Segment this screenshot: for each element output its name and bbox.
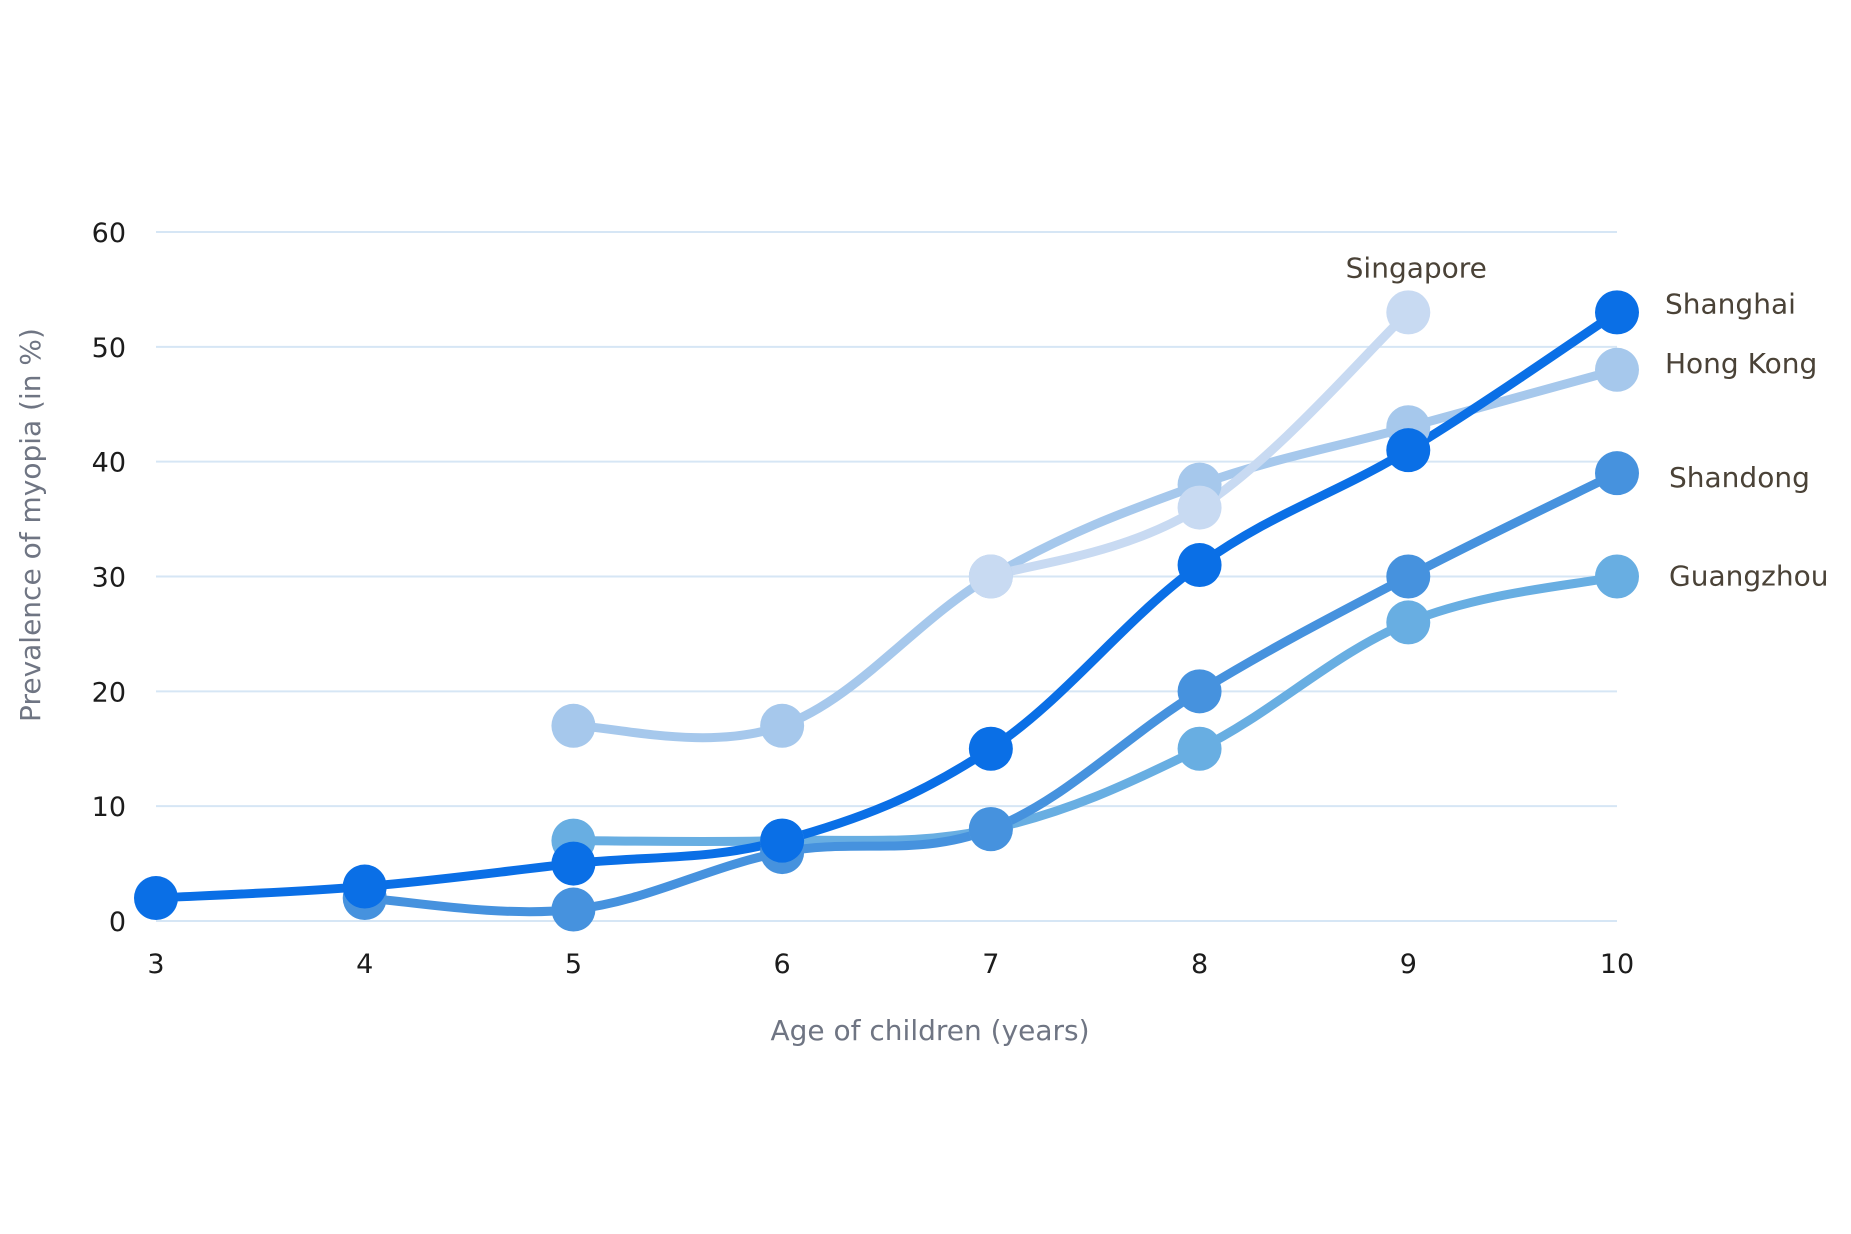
data-point-shandong [1595, 451, 1639, 496]
series-label-singapore: Singapore [1346, 251, 1487, 284]
data-point-hong-kong [551, 703, 596, 748]
y-tick-label: 40 [92, 448, 126, 479]
series-label-hong-kong: Hong Kong [1665, 347, 1817, 380]
y-axis-title: Prevalence of myopia (in %) [14, 328, 47, 722]
data-point-singapore [968, 554, 1013, 599]
x-axis-title: Age of children (years) [770, 1014, 1089, 1047]
data-point-shanghai [1386, 428, 1431, 473]
data-point-hong-kong [760, 703, 805, 748]
series-label-shanghai: Shanghai [1665, 287, 1796, 320]
y-tick-label: 30 [92, 563, 126, 594]
y-tick-label: 50 [92, 333, 126, 364]
x-tick-label: 9 [1400, 949, 1417, 980]
x-tick-label: 7 [982, 949, 999, 980]
series-line-guangzhou [568, 572, 1622, 847]
data-point-shanghai [134, 876, 178, 921]
x-tick-label: 6 [774, 949, 791, 980]
data-point-shanghai [968, 726, 1013, 771]
data-point-guangzhou [1386, 600, 1431, 645]
x-tick-label: 10 [1600, 949, 1634, 980]
data-point-shandong [1386, 554, 1431, 599]
series-line-shanghai [151, 307, 1622, 903]
data-point-shanghai [342, 864, 387, 909]
data-point-shandong [551, 887, 596, 932]
series-points [134, 290, 1639, 932]
data-point-singapore [1386, 290, 1431, 335]
data-point-shanghai [1177, 543, 1222, 588]
data-point-shanghai [1595, 290, 1639, 335]
x-axis-ticks: 3 4 5 6 7 8 9 10 [147, 949, 1634, 980]
y-axis-ticks: 0 10 20 30 40 50 60 [92, 218, 126, 938]
data-point-hong-kong [1595, 347, 1639, 392]
series-label-shandong: Shandong [1669, 461, 1810, 494]
x-tick-label: 4 [356, 949, 373, 980]
data-point-shanghai [551, 841, 596, 886]
series-labels: Hong Kong Singapore Guangzhou Shandong Shang… [1346, 251, 1829, 592]
data-point-guangzhou [1177, 726, 1222, 771]
y-tick-label: 10 [92, 792, 126, 823]
series-label-guangzhou: Guangzhou [1669, 560, 1828, 593]
x-tick-label: 3 [147, 949, 164, 980]
data-point-shandong [1177, 669, 1222, 714]
y-tick-label: 20 [92, 677, 126, 708]
grid-lines [156, 231, 1617, 922]
y-tick-label: 0 [109, 907, 126, 938]
data-point-singapore [1177, 485, 1222, 530]
data-point-shandong [968, 807, 1013, 852]
data-point-shanghai [760, 818, 805, 863]
data-point-guangzhou [1595, 554, 1639, 599]
x-tick-label: 5 [565, 949, 582, 980]
y-tick-label: 60 [92, 218, 126, 249]
x-tick-label: 8 [1191, 949, 1208, 980]
